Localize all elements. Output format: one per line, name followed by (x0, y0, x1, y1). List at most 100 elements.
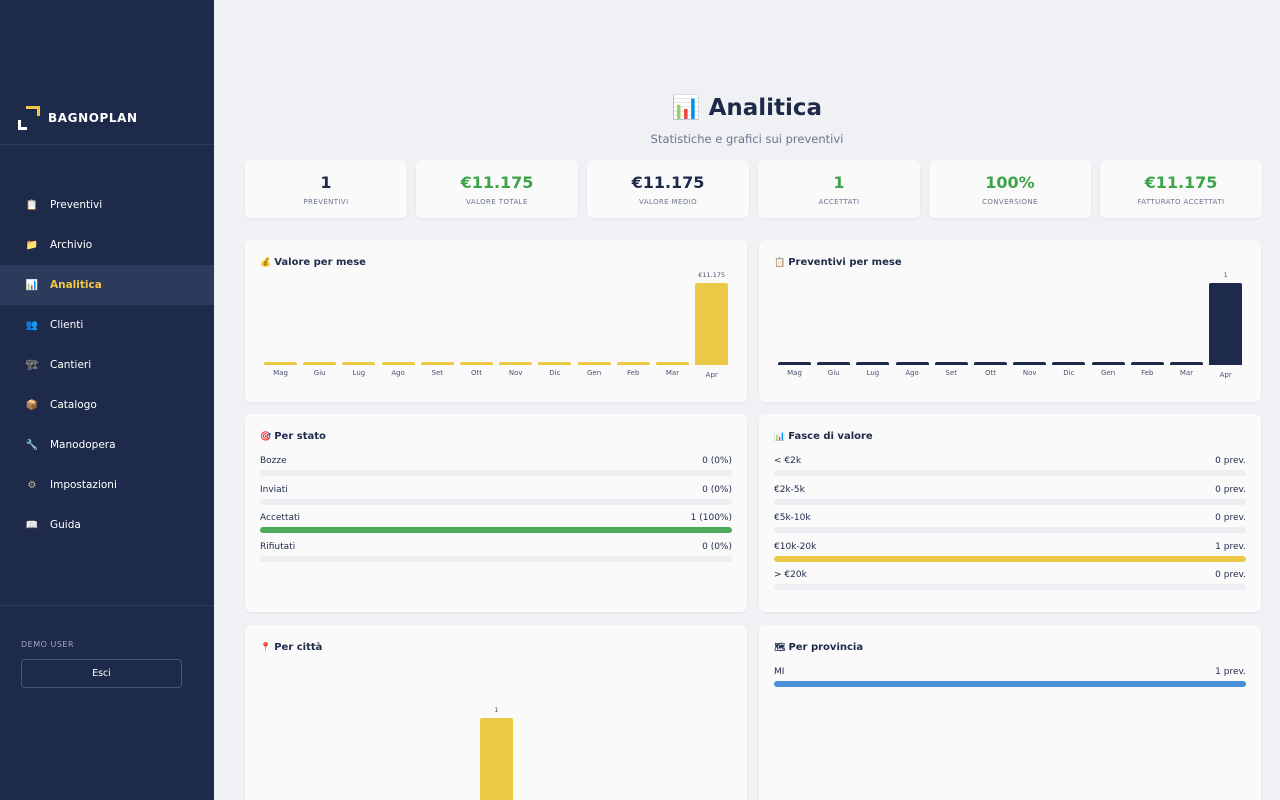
chart-bar (656, 362, 689, 365)
kpi-card: 1 ACCETTATI (758, 160, 920, 218)
chart-bar (616, 362, 650, 365)
chart-bar (460, 362, 493, 365)
per-citta-chart: 1 (260, 665, 732, 800)
logo[interactable]: BAGNOPLAN (18, 106, 138, 130)
chart-bar (264, 362, 297, 365)
chart-bar (1091, 362, 1125, 365)
row-value: 1 (100%) (690, 513, 732, 523)
chart-bar (695, 283, 729, 365)
progress-track (774, 555, 1246, 562)
target-icon: 🎯 (260, 432, 272, 442)
x-tick-label: Dic (1063, 369, 1075, 377)
list-item: > €20k 0 prev. (774, 568, 1246, 597)
progress-track (260, 498, 732, 505)
sidebar-item-cantieri[interactable]: 🏗 Cantieri (0, 345, 214, 385)
card-title: 💰 Valore per mese (260, 257, 366, 268)
logout-button[interactable]: Esci (21, 659, 182, 688)
kpi-label: PREVENTIVI (303, 198, 349, 206)
chart-bar (480, 718, 513, 800)
progress-track (260, 470, 732, 476)
users-icon: 👥 (25, 319, 39, 331)
logo-mark-icon (18, 106, 40, 130)
row-label: > €20k (774, 570, 807, 580)
x-tick-label: Lug (352, 369, 366, 377)
row-label: €2k-5k (774, 484, 805, 495)
chart-bar (1130, 362, 1164, 365)
chart-bar (420, 362, 454, 365)
x-tick-label: Ott (471, 369, 482, 377)
chart-bar (934, 362, 968, 365)
chart-bar (974, 362, 1007, 365)
sidebar-item-archivio[interactable]: 📁 Archivio (0, 225, 214, 265)
row-label: Accettati (260, 513, 301, 523)
bar-chart-icon: 📊 (25, 279, 39, 291)
chart-bar (856, 362, 890, 365)
row-label: €10k-20k (774, 541, 817, 552)
kpi-card: €11.175 FATTURATO ACCETTATI (1100, 160, 1262, 218)
row-label: MI (774, 667, 785, 677)
chart-bar (577, 362, 611, 365)
row-value: 0 (0%) (702, 484, 732, 495)
preventivi-per-mese-chart: Mag Giu Lug Ago Set Ott Nov Dic Gen Feb Mar Apr 1 (774, 271, 1246, 395)
sidebar-item-label: Clienti (50, 319, 84, 331)
kpi-card: 1 PREVENTIVI (245, 160, 407, 218)
sidebar-item-label: Catalogo (50, 399, 97, 411)
x-tick-label: Gen (587, 369, 602, 377)
x-tick-label: Giu (313, 369, 326, 377)
sidebar-nav: 📋 Preventivi 📁 Archivio 📊 Analitica 👥 Clienti 🏗 C… (0, 185, 214, 545)
gear-icon: ⚙ (27, 479, 37, 491)
kpi-value: €11.175 (631, 173, 705, 192)
sidebar-item-guida[interactable]: 📖 Guida (0, 505, 214, 545)
sidebar-item-preventivi[interactable]: 📋 Preventivi (0, 185, 214, 225)
sidebar-item-manodopera[interactable]: 🔧 Manodopera (0, 425, 214, 465)
list-item: €5k-10k 0 prev. (774, 511, 1246, 540)
row-label: Bozze (260, 456, 287, 466)
progress-track (774, 527, 1246, 533)
card-preventivi-per-mese: 📋 Preventivi per mese Mag Giu Lug Ago Set Ott N… (759, 240, 1261, 402)
sidebar-divider (0, 144, 214, 145)
x-tick-label: Nov (508, 369, 523, 377)
sidebar-item-catalogo[interactable]: 📦 Catalogo (0, 385, 214, 425)
card-per-provincia: 🗺 Per provincia MI 1 prev. (759, 625, 1261, 800)
progress-track (260, 527, 732, 533)
chart-bar (381, 362, 415, 365)
progress-track (774, 584, 1246, 590)
wrench-icon: 🔧 (25, 439, 39, 451)
package-icon: 📦 (25, 399, 39, 411)
list-item: Inviati 0 (0%) (260, 483, 732, 512)
kpi-label: FATTURATO ACCETTATI (1137, 198, 1225, 206)
bar-chart-icon: 📊 (774, 432, 786, 442)
chart-bar (303, 362, 337, 365)
list-item: Bozze 0 (0%) (260, 454, 732, 483)
sidebar-item-clienti[interactable]: 👥 Clienti (0, 305, 214, 345)
list-item: MI 1 prev. (774, 665, 1246, 694)
brand-name: BAGNOPLAN (48, 111, 138, 125)
sidebar-item-label: Manodopera (50, 439, 116, 451)
kpi-label: CONVERSIONE (982, 198, 1038, 206)
progress-track (774, 470, 1246, 476)
kpi-card: 100% CONVERSIONE (929, 160, 1091, 218)
sidebar-item-analitica[interactable]: 📊 Analitica (0, 265, 214, 305)
x-tick-label: Giu (827, 369, 840, 377)
x-tick-label: Feb (1141, 369, 1154, 377)
main-content: 📊 Analitica Statistiche e grafici sui pr… (214, 0, 1280, 800)
row-value: 0 prev. (1215, 513, 1246, 523)
data-label: 1 (494, 706, 499, 714)
clipboard-icon: 📋 (25, 199, 39, 211)
x-tick-label: Set (945, 369, 958, 377)
money-bag-icon: 💰 (260, 258, 272, 268)
clipboard-icon: 📋 (774, 258, 786, 268)
row-label: Rifiutati (260, 541, 296, 552)
sidebar-item-impostazioni[interactable]: ⚙ Impostazioni (0, 465, 214, 505)
page-subtitle: Statistiche e grafici sui preventivi (650, 132, 844, 146)
card-title: 🗺 Per provincia (774, 642, 864, 653)
book-icon: 📖 (25, 519, 39, 531)
x-tick-label: Mar (1179, 369, 1194, 377)
card-title: 📋 Preventivi per mese (774, 257, 902, 268)
list-item: Rifiutati 0 (0%) (260, 540, 732, 569)
chart-bar (1052, 362, 1086, 365)
kpi-value: 1 (320, 173, 332, 192)
kpi-value: 100% (985, 173, 1035, 192)
row-value: 0 prev. (1215, 456, 1246, 466)
fasce-valore-list: < €2k 0 prev. €2k-5k 0 prev. €5k-10k 0 prev. €… (774, 454, 1246, 597)
